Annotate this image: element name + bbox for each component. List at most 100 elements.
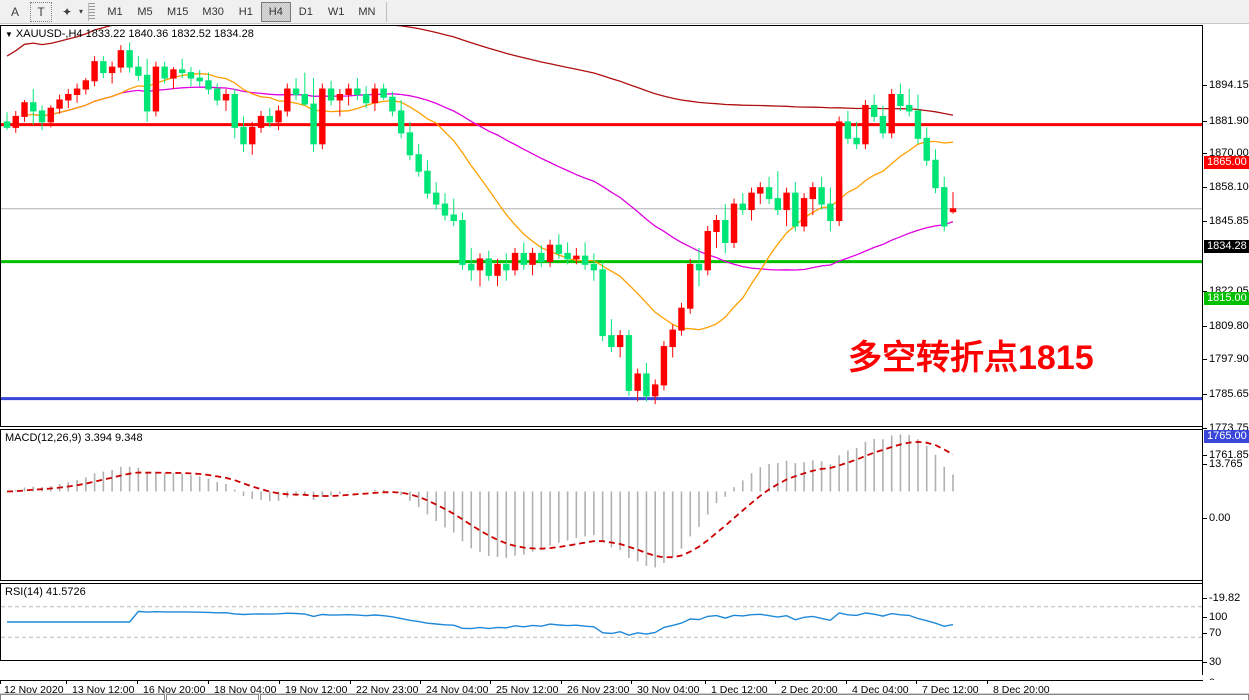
price-axis[interactable]: 1894.15 1881.90 1870.00 1858.10 1845.85 1822.… [1203,25,1249,689]
candle-body [240,126,247,145]
candlestick [424,160,431,199]
current-price-tag[interactable]: 1834.28 [1204,240,1249,253]
candlestick [249,121,256,155]
candle-body [459,220,466,265]
ma-fast-line [24,73,954,331]
candle-body [327,88,335,101]
timeframe-m30[interactable]: M30 [202,5,224,18]
candle-body [634,373,641,391]
rsi-line [7,610,954,636]
candle-body [616,335,624,348]
candlestick [178,58,186,79]
price-axis-tick: 1858.10 [1203,182,1249,193]
text-box-icon[interactable]: T [30,1,52,22]
candle-body [345,88,352,95]
candlestick [503,253,510,281]
candle-body [783,192,790,211]
price-pane[interactable]: ▼ XAUUSD-,H4 1833.22 1840.36 1832.52 1834… [0,25,1203,427]
candlestick [108,61,116,84]
candlestick [800,193,808,232]
candle-body [108,66,116,74]
lower-price-tag[interactable]: 1765.00 [1204,430,1249,443]
candle-body [590,263,598,271]
macd-pane[interactable]: MACD(12,26,9) 3.394 9.348 [0,429,1203,581]
scrollbar-track-left[interactable] [0,694,165,700]
candlestick [3,112,11,131]
axis-tick-mark [1203,454,1207,456]
candle-body [564,252,571,260]
candle-body [599,269,606,337]
axis-tick-label: 1785.65 [1209,388,1249,400]
candle-body [897,93,904,106]
candle-body [687,263,694,309]
candlestick [634,368,641,402]
candle-body [818,187,825,205]
time-axis-separator [490,680,491,684]
candlestick [441,193,449,221]
axis-tick-label: 1881.90 [1209,115,1249,127]
timeframe-d1[interactable]: D1 [298,5,313,18]
candle-body [853,137,860,145]
candlestick [82,78,90,95]
chart-area[interactable]: ▼ XAUUSD-,H4 1833.22 1840.36 1832.52 1834… [0,25,1249,689]
support-price-tag[interactable]: 1815.00 [1204,292,1249,305]
candle-body [284,88,291,112]
timeframe-m15[interactable]: M15 [167,5,189,18]
candle-body [660,346,668,386]
candlestick [117,45,125,73]
candlestick [214,83,221,106]
candle-body [538,252,545,263]
candlestick [406,121,414,161]
candlestick [669,324,676,358]
timeframe-m5[interactable]: M5 [137,5,153,18]
candle-body [371,88,379,104]
timeframe-mn[interactable]: MN [358,5,376,18]
macd-label: MACD(12,26,9) 3.394 9.348 [5,432,143,444]
candlestick [380,83,387,100]
resistance-price-tag[interactable]: 1865.00 [1204,156,1249,169]
price-axis-tick: 1894.15 [1203,80,1249,91]
timeframe-h4[interactable]: H4 [260,1,291,22]
candlestick [389,91,396,117]
objects-icon[interactable]: ✦ [61,4,73,19]
macd-svg [6,434,954,568]
axis-tick-label: 13.765 [1209,458,1243,470]
candle-body [301,93,309,105]
horizontal-scrollbar[interactable] [0,693,1249,700]
candle-body [336,93,344,101]
scrollbar-track-right[interactable] [260,694,1249,700]
candlestick [56,94,63,114]
time-axis-separator [846,680,847,684]
candlestick [678,302,685,336]
text-label-icon[interactable]: A [10,4,19,19]
candlestick [555,234,563,259]
candle-body [406,132,414,156]
timeframe-h1[interactable]: H1 [238,5,253,18]
candlestick [354,78,361,100]
candlestick [415,143,422,177]
candlestick [38,105,46,131]
toolbar-grip[interactable] [88,2,96,21]
candle-body [625,335,633,391]
candle-body [117,50,125,68]
timeframe-m1[interactable]: M1 [107,5,123,18]
candlestick [581,242,589,270]
axis-tick-label: -19.82 [1209,592,1241,604]
axis-tick-mark [1203,632,1207,634]
collapse-arrow-icon[interactable]: ▼ [5,30,13,39]
candlestick [100,56,107,79]
candlestick [651,379,659,405]
rsi-label: RSI(14) 41.5726 [5,586,86,598]
chevron-down-icon[interactable]: ▾ [79,7,84,16]
rsi-pane[interactable]: RSI(14) 41.5726 [0,583,1203,661]
candlestick [905,89,913,117]
candlestick [468,247,475,281]
scrollbar-thumb[interactable] [166,694,259,700]
symbol-ohlc-text: XAUUSD-,H4 1833.22 1840.36 1832.52 1834.… [15,28,254,40]
candlestick [371,83,379,111]
timeframe-w1[interactable]: W1 [327,5,345,18]
candlestick [240,116,247,153]
candle-body [100,61,107,74]
candle-body [529,252,536,265]
candlestick [704,226,711,276]
